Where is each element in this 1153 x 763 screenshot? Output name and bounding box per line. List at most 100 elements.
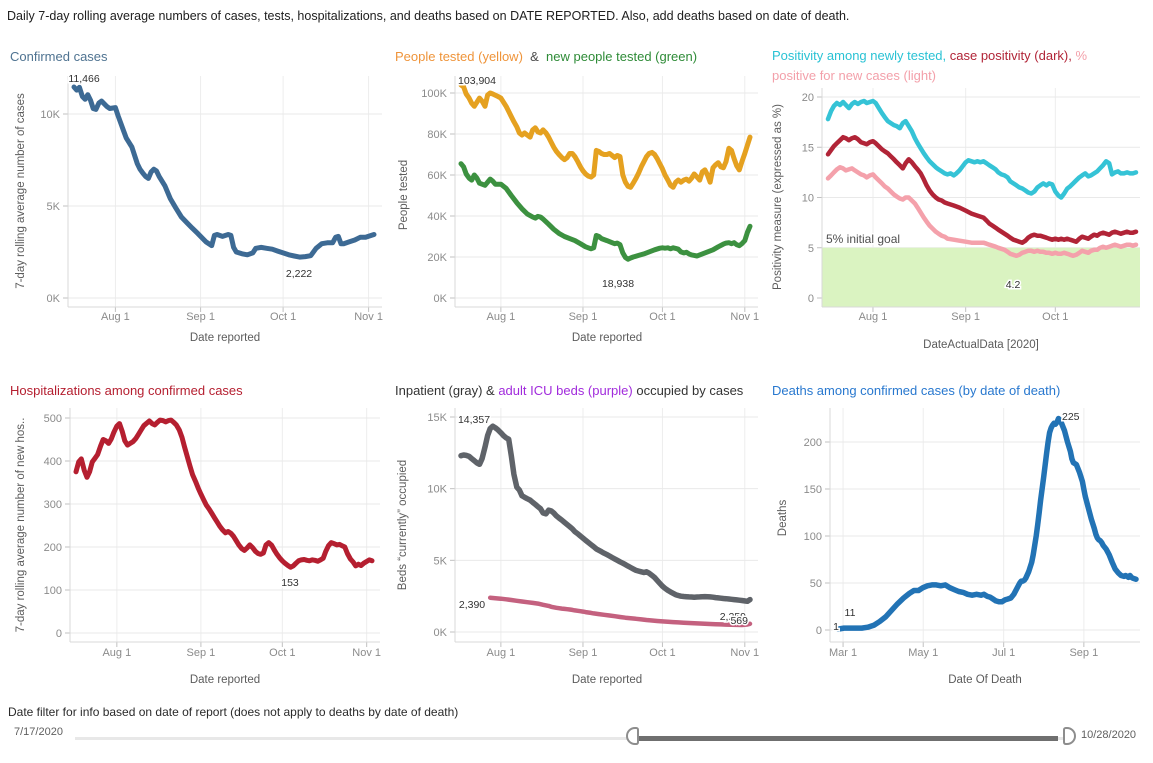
annotation: 153 — [281, 577, 299, 589]
chart-title-people-tested: People tested (yellow) & new people test… — [395, 47, 760, 67]
chart-title-part: Hospitalizations among confirmed cases — [10, 383, 243, 398]
y-tick-label: 15K — [427, 412, 447, 424]
y-tick-label: 60K — [427, 170, 447, 182]
x-tick-label: Oct 1 — [649, 647, 675, 659]
x-tick-label: May 1 — [908, 647, 938, 659]
positivity-newly-tested-line[interactable] — [825, 98, 1139, 200]
annotation: 1 — [833, 621, 839, 633]
date-filter-end-value: 10/28/2020 — [1081, 729, 1137, 741]
x-tick-label: Sep 1 — [1069, 647, 1098, 659]
y-tick-label: 15 — [802, 142, 814, 154]
beds-occupied-chart: Aug 1 Sep 1 Oct 1 Nov 1 0K 5K 10K 15K 14,357 2,39… — [397, 408, 759, 686]
chart-title-confirmed-cases: Confirmed cases — [10, 47, 350, 67]
x-tick-label: Sep 1 — [569, 311, 598, 323]
people-tested-chart: Aug 1 Sep 1 Oct 1 Nov 1 0K 20K 40K 60K 80K 100K 10… — [398, 74, 759, 345]
x-tick-label: Sep 1 — [569, 647, 598, 659]
y-tick-label: 5K — [434, 555, 448, 567]
y-tick-label: 500 — [44, 413, 62, 425]
chart-title-part: Positivity among newly tested, — [772, 48, 950, 63]
y-tick-label: 10K — [40, 109, 60, 121]
y-axis-title: Positivity measure (expressed as %) — [772, 104, 784, 290]
x-tick-label: Jul 1 — [992, 647, 1015, 659]
annotation: 2,390 — [459, 599, 485, 611]
y-tick-label: 100K — [421, 88, 447, 100]
x-tick-label: Mar 1 — [829, 647, 857, 659]
x-axis-title: Date reported — [572, 674, 642, 686]
y-tick-label: 100 — [44, 585, 62, 597]
dashboard-title: Daily 7-day rolling average numbers of c… — [7, 9, 850, 23]
y-tick-label: 5 — [808, 243, 814, 255]
people-tested-line[interactable] — [458, 82, 753, 190]
inpatient-beds-line[interactable] — [458, 423, 753, 605]
y-tick-label: 10K — [427, 484, 447, 496]
date-filter-right-handle[interactable] — [1063, 727, 1076, 745]
chart-title-deaths: Deaths among confirmed cases (by date of… — [772, 381, 1148, 401]
deaths-line[interactable] — [835, 415, 1139, 632]
y-axis-title: 7-day rolling average number of new hos.… — [15, 418, 27, 633]
chart-title-part: new people tested (green) — [546, 49, 698, 64]
y-tick-label: 0K — [47, 293, 61, 305]
annotation: 2,259 — [720, 611, 746, 623]
hospitalizations-line[interactable] — [73, 417, 375, 570]
y-tick-label: 20K — [427, 252, 447, 264]
y-tick-label: 5K — [47, 201, 61, 213]
date-filter-left-handle[interactable] — [626, 727, 639, 745]
x-tick-label: Sep 1 — [951, 311, 980, 323]
deaths-chart: Mar 1 May 1 Jul 1 Sep 1050100150200225111Da… — [777, 408, 1140, 686]
y-axis-title: Deaths — [777, 500, 789, 537]
chart-title-part: Inpatient (gray) & — [395, 383, 499, 398]
x-tick-label: Oct 1 — [649, 311, 675, 323]
annotation: 14,357 — [458, 414, 490, 426]
chart-title-part: adult ICU beds (purple) — [498, 383, 633, 398]
date-filter-track[interactable] — [75, 737, 1063, 740]
chart-title-part: Deaths among confirmed cases (by date of… — [772, 383, 1061, 398]
annotation: 11 — [845, 607, 856, 619]
case-positivity-line[interactable] — [825, 134, 1139, 245]
annotation: 4.2 — [1006, 279, 1021, 291]
chart-title-part: Confirmed cases — [10, 49, 108, 64]
y-tick-label: 20 — [802, 92, 814, 104]
y-tick-label: 0K — [434, 293, 448, 305]
annotation: 225 — [1062, 411, 1080, 423]
new-people-tested-line[interactable] — [458, 161, 753, 262]
y-tick-label: 80K — [427, 129, 447, 141]
x-tick-label: Aug 1 — [859, 311, 888, 323]
annotation: 2,222 — [286, 268, 312, 280]
y-tick-label: 400 — [44, 456, 62, 468]
y-tick-label: 10 — [802, 193, 814, 205]
date-filter-label: Date filter for info based on date of re… — [8, 705, 459, 719]
x-tick-label: Nov 1 — [352, 647, 381, 659]
chart-title-hospitalizations: Hospitalizations among confirmed cases — [10, 381, 370, 401]
x-tick-label: Nov 1 — [354, 311, 383, 323]
confirmed-cases-line[interactable] — [71, 84, 377, 260]
y-axis-title: 7-day rolling average number of cases — [15, 93, 27, 289]
chart-title-part: case positivity (dark), — [949, 48, 1076, 63]
y-axis-title: People tested — [398, 160, 410, 230]
x-tick-label: Aug 1 — [487, 311, 516, 323]
annotation: 18,938 — [602, 278, 634, 290]
y-tick-label: 300 — [44, 499, 62, 511]
y-tick-label: 0 — [808, 293, 814, 305]
percent-positive-new-cases-line[interactable] — [825, 165, 1139, 259]
x-tick-label: Sep 1 — [187, 647, 216, 659]
chart-title-part: People tested (yellow) — [395, 49, 523, 64]
x-tick-label: Aug 1 — [487, 647, 516, 659]
chart-title-part: & — [522, 49, 547, 64]
x-tick-label: Oct 1 — [1042, 311, 1068, 323]
hospitalizations-chart: Aug 1 Sep 1 Oct 1 Nov 1 0 100 200 300 400 500 153 D… — [15, 408, 381, 686]
x-tick-label: Oct 1 — [269, 647, 295, 659]
chart-title-part: % positive for new cases (light) — [772, 48, 1088, 83]
y-tick-label: 200 — [804, 437, 822, 449]
x-axis-title: DateActualData [2020] — [923, 339, 1039, 351]
chart-title-part: occupied by cases — [632, 383, 744, 398]
x-axis-title: Date reported — [190, 332, 260, 344]
x-tick-label: Nov 1 — [730, 647, 759, 659]
y-tick-label: 0K — [434, 627, 448, 639]
icu-beds-line[interactable] — [487, 595, 753, 628]
y-tick-label: 150 — [804, 484, 822, 496]
goal-band — [822, 247, 1140, 307]
x-tick-label: Nov 1 — [730, 311, 759, 323]
date-filter-selected-range[interactable] — [634, 736, 1058, 741]
x-axis-title: Date Of Death — [948, 674, 1022, 686]
annotation: 5% initial goal — [826, 232, 900, 246]
